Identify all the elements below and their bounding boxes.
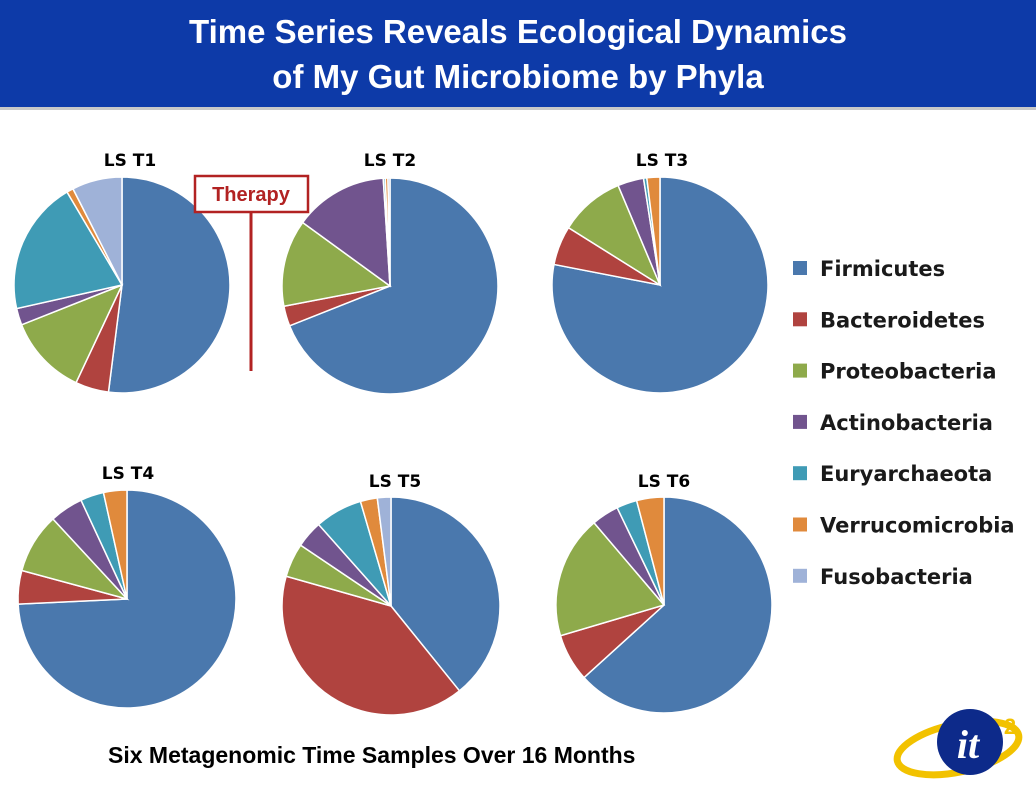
legend-swatch-proteobacteria: [793, 363, 807, 378]
legend-swatch-verrucomicrobia: [793, 517, 807, 532]
pie-chart-ls-t1: LS T1: [13, 151, 231, 394]
pie-title: LS T6: [638, 472, 690, 492]
pie-slice-firmicutes: [582, 496, 773, 714]
pie-slice-proteobacteria: [281, 221, 392, 308]
it2-logo: it 2: [893, 709, 1023, 779]
legend-swatch-bacteroidetes: [793, 312, 807, 327]
legend-label-bacteroidetes: Bacteroidetes: [820, 308, 985, 332]
legend-label-verrucomicrobia: Verrucomicrobia: [820, 514, 1015, 538]
pie-chart-ls-t6: LS T6: [555, 472, 773, 714]
slide-title-line2: of My Gut Microbiome by Phyla: [272, 58, 764, 95]
pie-slice-bacteroidetes: [281, 575, 461, 716]
legend-label-proteobacteria: Proteobacteria: [820, 360, 997, 384]
pie-title: LS T5: [369, 472, 421, 492]
pie-slice-fusobacteria: [387, 177, 391, 287]
pie-slice-verrucomicrobia: [645, 176, 661, 286]
legend-label-fusobacteria: Fusobacteria: [820, 565, 973, 589]
pie-title: LS T2: [364, 151, 416, 171]
logo-disc: [937, 709, 1003, 775]
legend-label-actinobacteria: Actinobacteria: [820, 411, 993, 435]
pie-chart-ls-t2: LS T2: [281, 151, 499, 395]
pie-slice-fusobacteria: [71, 176, 123, 286]
pie-chart-ls-t3: LS T3: [551, 151, 769, 394]
pie-slice-actinobacteria: [301, 177, 391, 288]
pie-slice-verrucomicrobia: [635, 496, 665, 606]
legend-swatch-fusobacteria: [793, 568, 807, 583]
pie-slice-fusobacteria: [376, 496, 392, 607]
pie-slice-verrucomicrobia: [102, 489, 128, 600]
pie-slice-firmicutes: [390, 496, 501, 692]
legend-label-firmicutes: Firmicutes: [820, 257, 945, 281]
pie-slice-euryarchaeota: [13, 191, 124, 310]
pie-chart-ls-t5: LS T5: [281, 472, 501, 716]
pie-slice-proteobacteria: [20, 283, 124, 384]
legend-label-euryarchaeota: Euryarchaeota: [820, 462, 992, 486]
title-bar: Time Series Reveals Ecological Dynamics …: [0, 0, 1036, 110]
therapy-label: Therapy: [212, 184, 291, 206]
therapy-annotation: Therapy: [193, 174, 310, 371]
pie-title: LS T3: [636, 151, 688, 171]
pie-slice-proteobacteria: [555, 521, 666, 637]
pie-chart-ls-t4: LS T4: [17, 464, 237, 709]
pie-slice-firmicutes: [107, 176, 231, 394]
legend-swatch-euryarchaeota: [793, 466, 807, 481]
slide-title-line1: Time Series Reveals Ecological Dynamics: [189, 13, 847, 50]
pie-title: LS T4: [102, 464, 155, 484]
chart-legend: Firmicutes Bacteroidetes Proteobacteria Act…: [793, 257, 1015, 589]
therapy-box: [193, 174, 310, 214]
pie-slice-firmicutes: [288, 177, 499, 395]
logo-text: it: [957, 722, 981, 767]
bottom-caption: Six Metagenomic Time Samples Over 16 Mon…: [108, 742, 636, 768]
legend-swatch-firmicutes: [793, 261, 807, 275]
pie-title: LS T1: [104, 151, 156, 171]
legend-swatch-actinobacteria: [793, 414, 807, 429]
logo-superscript: 2: [1004, 714, 1016, 739]
